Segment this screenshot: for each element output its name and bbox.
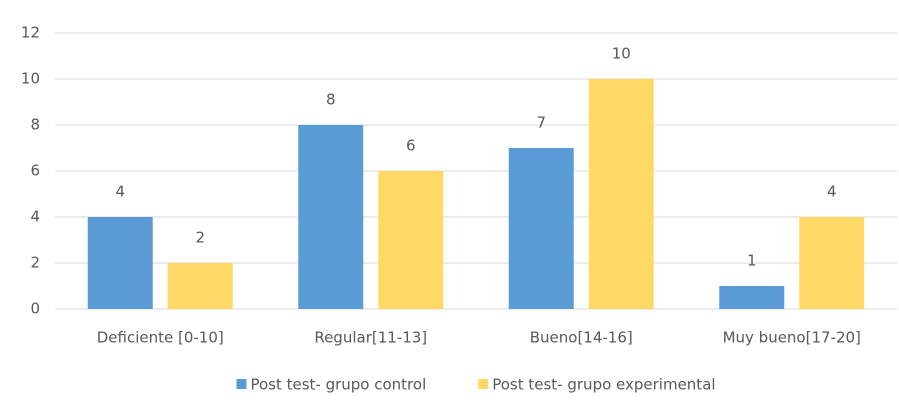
y-tick-label: 12 [21,24,40,42]
x-tick-label: Muy bueno[17-20] [723,329,861,347]
data-label: 8 [326,91,336,109]
bar [378,171,444,309]
bar [719,286,785,309]
legend-swatch [478,379,489,389]
y-tick-label: 6 [30,162,40,180]
bar [87,217,153,309]
y-tick-label: 0 [30,300,40,318]
legend-swatch [236,379,247,389]
legend-label: Post test- grupo control [250,376,426,394]
bar [799,217,865,309]
data-label: 10 [612,45,631,63]
y-tick-label: 4 [30,208,40,226]
data-label: 7 [536,114,546,132]
legend-label: Post test- grupo experimental [492,376,715,394]
y-tick-label: 10 [21,70,40,88]
data-label: 6 [406,137,416,155]
y-tick-label: 8 [30,116,40,134]
y-tick-label: 2 [30,254,40,272]
bar [298,125,364,309]
data-label: 4 [827,183,837,201]
data-label: 4 [115,183,125,201]
data-label: 2 [195,229,205,247]
bar [588,79,654,309]
bar [508,148,574,309]
bar [167,263,233,309]
x-tick-label: Bueno[14-16] [530,329,633,347]
x-tick-label: Regular[11-13] [314,329,427,347]
data-label: 1 [747,252,757,270]
x-tick-label: Deficiente [0-10] [97,329,224,347]
